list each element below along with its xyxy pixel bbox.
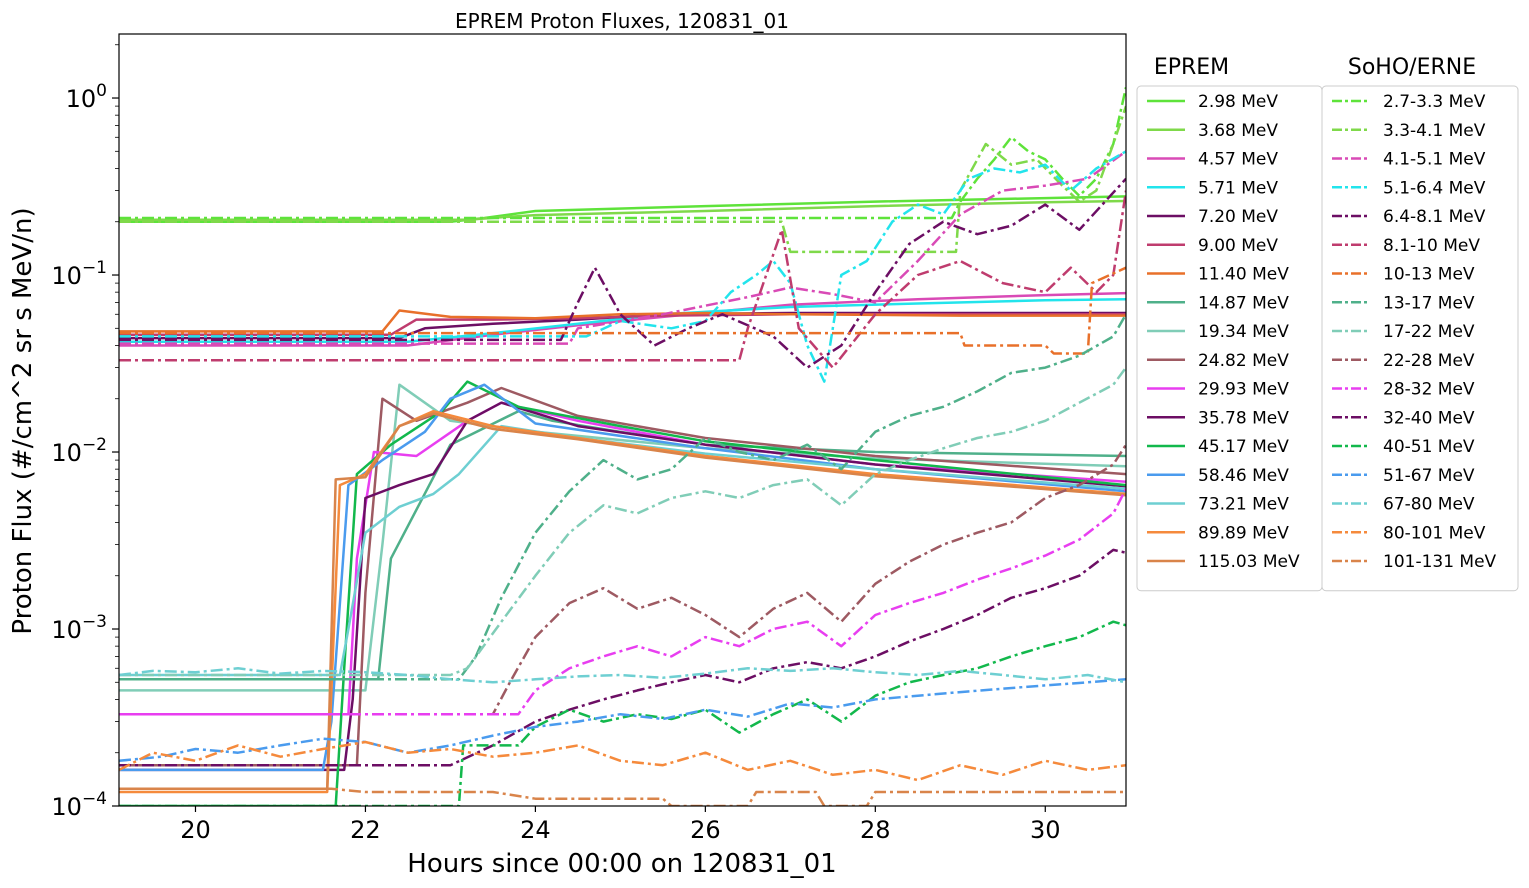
legend-label: 3.3-4.1 MeV bbox=[1383, 121, 1486, 141]
legend-label: 51-67 MeV bbox=[1383, 466, 1475, 486]
legend-label: 40-51 MeV bbox=[1383, 437, 1475, 457]
series-line-eprem-14 bbox=[119, 424, 1126, 677]
y-axis-title: Proton Flux (#/cm^2 sr s MeV/n) bbox=[8, 207, 38, 634]
x-tick-label: 22 bbox=[350, 816, 381, 844]
legend: EPREM 2.98 MeV 3.68 MeV 4.57 MeV 5.71 MeV 7.2… bbox=[1136, 55, 1519, 592]
legend-label: 35.78 MeV bbox=[1198, 408, 1289, 428]
legend-box-1 bbox=[1321, 85, 1519, 592]
chart-title: EPREM Proton Fluxes, 120831_01 bbox=[455, 9, 789, 33]
series-line-eprem-1 bbox=[119, 199, 1126, 222]
x-tick-label: 26 bbox=[690, 816, 721, 844]
plot-frame bbox=[118, 33, 1127, 807]
legend-label: 28-32 MeV bbox=[1383, 380, 1475, 400]
y-axis: 10−4 10−3 10−2 10−1 100 bbox=[51, 44, 119, 821]
series-line-erne-30 bbox=[119, 678, 1126, 763]
series-line-erne-22 bbox=[119, 190, 1126, 369]
series-line-erne-19 bbox=[119, 150, 1126, 345]
legend-label: 22-28 MeV bbox=[1383, 351, 1475, 371]
series-line-erne-18 bbox=[119, 105, 1126, 254]
series-line-eprem-16 bbox=[119, 412, 1126, 791]
x-tick-label: 20 bbox=[180, 816, 211, 844]
series-line-erne-29 bbox=[119, 620, 1126, 806]
series-line-eprem-0 bbox=[119, 195, 1126, 223]
legend-label: 11.40 MeV bbox=[1198, 265, 1289, 285]
series-line-erne-31 bbox=[119, 667, 1126, 684]
legend-label: 29.93 MeV bbox=[1198, 380, 1289, 400]
legend-label: 7.20 MeV bbox=[1198, 207, 1278, 227]
legend-label: 17-22 MeV bbox=[1383, 322, 1475, 342]
legend-label: 6.4-8.1 MeV bbox=[1383, 207, 1486, 227]
legend-label: 14.87 MeV bbox=[1198, 293, 1289, 313]
legend-label: 4.57 MeV bbox=[1198, 150, 1278, 170]
legend-label: 5.71 MeV bbox=[1198, 178, 1278, 198]
legend-title-0: EPREM bbox=[1154, 55, 1229, 80]
legend-label: 19.34 MeV bbox=[1198, 322, 1289, 342]
series-line-eprem-11 bbox=[119, 401, 1126, 772]
legend-label: 5.1-6.4 MeV bbox=[1383, 178, 1486, 198]
legend-label: 8.1-10 MeV bbox=[1383, 236, 1480, 256]
series-line-erne-23 bbox=[119, 266, 1126, 355]
series-line-erne-27 bbox=[119, 488, 1126, 716]
series-line-erne-32 bbox=[119, 740, 1126, 782]
legend-label: 24.82 MeV bbox=[1198, 351, 1289, 371]
series-line-erne-26 bbox=[119, 444, 1126, 716]
series-line-erne-20 bbox=[119, 150, 1126, 383]
legend-label: 32-40 MeV bbox=[1383, 408, 1475, 428]
x-axis-title: Hours since 00:00 on 120831_01 bbox=[407, 849, 836, 879]
legend-label: 101-131 MeV bbox=[1383, 552, 1497, 572]
y-tick-label: 10−1 bbox=[51, 258, 107, 290]
legend-label: 4.1-5.1 MeV bbox=[1383, 150, 1486, 170]
legend-label: 10-13 MeV bbox=[1383, 265, 1475, 285]
y-tick-label: 10−3 bbox=[51, 612, 107, 644]
legend-label: 45.17 MeV bbox=[1198, 437, 1289, 457]
legend-label: 9.00 MeV bbox=[1198, 236, 1278, 256]
series-line-erne-28 bbox=[119, 548, 1126, 767]
x-tick-label: 28 bbox=[860, 816, 891, 844]
series-line-eprem-9 bbox=[119, 386, 1126, 767]
legend-label: 2.7-3.3 MeV bbox=[1383, 92, 1486, 112]
x-axis: 20 22 24 26 28 30 bbox=[180, 806, 1061, 844]
legend-label: 58.46 MeV bbox=[1198, 466, 1289, 486]
series-line-eprem-15 bbox=[119, 409, 1126, 794]
x-tick-label: 24 bbox=[520, 816, 551, 844]
series-line-erne-17 bbox=[119, 87, 1126, 220]
series-line-eprem-8 bbox=[119, 383, 1126, 692]
series-line-eprem-2 bbox=[119, 291, 1126, 347]
legend-label: 89.89 MeV bbox=[1198, 523, 1289, 543]
legend-label: 67-80 MeV bbox=[1383, 495, 1475, 515]
legend-title-1: SoHO/ERNE bbox=[1348, 55, 1476, 80]
series-line-eprem-10 bbox=[119, 401, 1126, 716]
legend-label: 2.98 MeV bbox=[1198, 92, 1278, 112]
legend-label: 13-17 MeV bbox=[1383, 293, 1475, 313]
x-tick-label: 30 bbox=[1030, 816, 1061, 844]
series-line-erne-24 bbox=[119, 313, 1126, 681]
legend-label: 73.21 MeV bbox=[1198, 495, 1289, 515]
legend-label: 3.68 MeV bbox=[1198, 121, 1278, 141]
legend-label: 80-101 MeV bbox=[1383, 523, 1486, 543]
y-tick-label: 10−2 bbox=[51, 435, 107, 467]
legend-label: 115.03 MeV bbox=[1198, 552, 1300, 572]
series-line-eprem-4 bbox=[119, 311, 1126, 340]
y-tick-label: 10−4 bbox=[51, 789, 107, 821]
y-tick-label: 100 bbox=[66, 81, 107, 113]
series-line-eprem-7 bbox=[119, 409, 1126, 681]
plot-area bbox=[119, 87, 1126, 806]
series-line-erne-25 bbox=[119, 366, 1126, 677]
